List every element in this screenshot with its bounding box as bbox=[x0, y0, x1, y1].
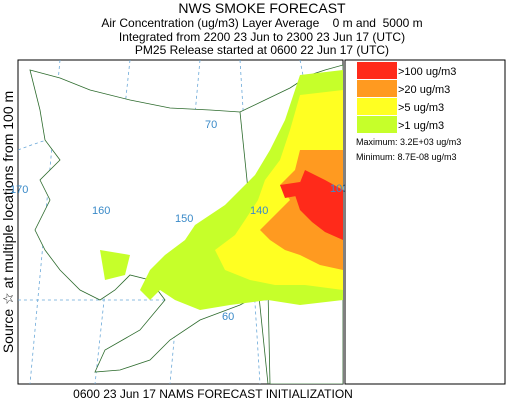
map: 70 60 170 160 150 140 100 bbox=[10, 59, 348, 385]
map-label: 150 bbox=[175, 213, 193, 225]
legend-swatch bbox=[357, 116, 397, 133]
subtitle: PM25 Release started at 0600 22 Jun 17 (… bbox=[135, 43, 389, 57]
stat: Maximum: 3.2E+03 ug/m3 bbox=[356, 137, 461, 147]
side-label: Source ☆ at multiple locations from 100 … bbox=[0, 91, 16, 353]
subtitle: Air Concentration (ug/m3) Layer Average … bbox=[101, 16, 422, 30]
stat: Minimum: 8.7E-08 ug/m3 bbox=[356, 152, 457, 162]
map-label: 70 bbox=[205, 119, 217, 131]
map-label: 140 bbox=[250, 205, 268, 217]
plume-100b bbox=[280, 182, 302, 198]
title: NWS SMOKE FORECAST bbox=[178, 0, 346, 16]
map-label: 170 bbox=[10, 184, 28, 196]
legend-label: >5 ug/m3 bbox=[398, 102, 444, 114]
plume-1b bbox=[100, 250, 130, 280]
legend-label: >100 ug/m3 bbox=[398, 66, 456, 78]
legend-swatch bbox=[357, 62, 397, 79]
map-label: 160 bbox=[92, 205, 110, 217]
map-label: 100 bbox=[330, 183, 348, 195]
land bbox=[29, 64, 343, 384]
footer: 0600 23 Jun 17 NAMS FORECAST INITIALIZAT… bbox=[73, 387, 353, 401]
legend-label: >20 ug/m3 bbox=[398, 84, 450, 96]
subtitle: Integrated from 2200 23 Jun to 2300 23 J… bbox=[119, 30, 405, 44]
legend-label: >1 ug/m3 bbox=[398, 120, 444, 132]
plume-100 bbox=[295, 170, 343, 240]
legend-swatch bbox=[357, 98, 397, 115]
map-label: 60 bbox=[222, 311, 234, 323]
legend-swatch bbox=[357, 80, 397, 97]
